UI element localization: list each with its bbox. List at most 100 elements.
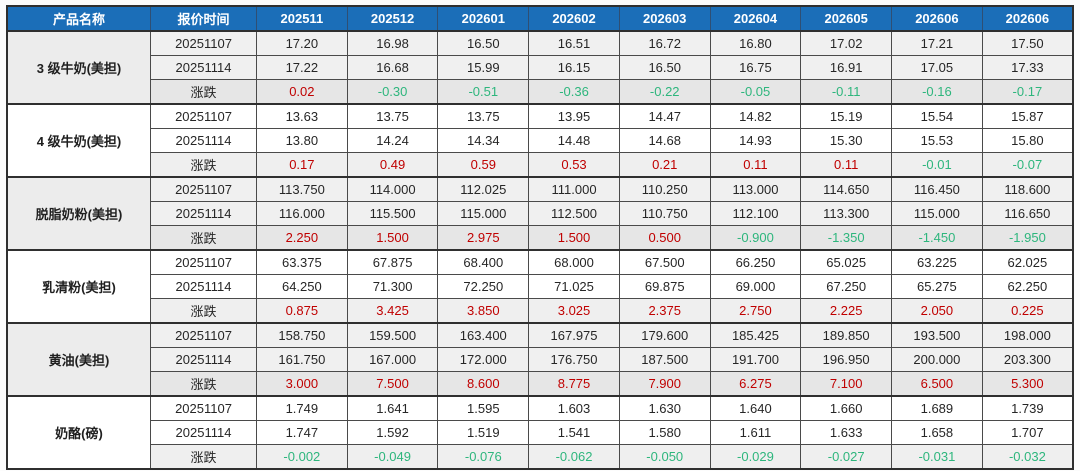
change-value-cell: -0.050 xyxy=(618,444,711,470)
change-value-cell: -1.450 xyxy=(891,225,983,251)
change-value-cell: -0.51 xyxy=(437,79,530,105)
price-value-cell: 16.50 xyxy=(618,55,711,80)
change-value-cell: -0.029 xyxy=(709,444,802,470)
table-row: 涨跌 -0.002 -0.049 -0.076 -0.062 -0.050 -0.029 -0… xyxy=(7,444,1074,470)
price-value-cell: 1.630 xyxy=(618,395,711,421)
header-contract-6: 202605 xyxy=(800,5,893,32)
price-value-cell: 189.850 xyxy=(800,322,893,348)
quote-date-label: 20251114 xyxy=(150,201,257,226)
quote-date-label: 20251107 xyxy=(150,322,257,348)
price-value-cell: 15.30 xyxy=(800,128,893,153)
change-value-cell: -0.027 xyxy=(800,444,893,470)
quote-date-label: 20251107 xyxy=(150,30,257,56)
price-value-cell: 16.80 xyxy=(709,30,802,56)
table-row: 奶酪(磅) 20251107 1.749 1.641 1.595 1.603 1.630 1.… xyxy=(6,395,1074,470)
change-value-cell: 0.875 xyxy=(256,298,348,324)
change-value-cell: 2.975 xyxy=(437,225,530,251)
price-value-cell: 14.34 xyxy=(437,128,530,153)
change-value-cell: -0.36 xyxy=(528,79,620,105)
change-value-cell: -0.032 xyxy=(981,444,1074,470)
table-row: 乳清粉(美担) 20251107 63.375 67.875 68.400 68.000 6… xyxy=(6,249,1074,324)
price-value-cell: 163.400 xyxy=(437,322,530,348)
price-value-cell: 115.000 xyxy=(891,201,983,226)
header-contract-4: 202603 xyxy=(618,5,711,32)
price-value-cell: 16.72 xyxy=(618,30,711,56)
change-value-cell: 3.000 xyxy=(256,371,348,397)
price-value-cell: 63.375 xyxy=(256,249,348,275)
change-value-cell: 8.775 xyxy=(528,371,620,397)
price-value-cell: 176.750 xyxy=(528,347,620,372)
change-value-cell: -0.05 xyxy=(709,79,802,105)
price-value-cell: 13.95 xyxy=(528,103,620,129)
price-value-cell: 65.025 xyxy=(800,249,893,275)
price-value-cell: 17.33 xyxy=(981,55,1074,80)
price-value-cell: 64.250 xyxy=(256,274,348,299)
change-value-cell: 2.050 xyxy=(891,298,983,324)
change-value-cell: 0.59 xyxy=(437,152,530,178)
price-value-cell: 1.633 xyxy=(800,420,893,445)
change-value-cell: -0.076 xyxy=(437,444,530,470)
price-value-cell: 161.750 xyxy=(256,347,348,372)
table-row: 3 级牛奶(美担) 20251107 17.20 16.98 16.50 16.51 16.… xyxy=(6,30,1074,105)
price-value-cell: 172.000 xyxy=(437,347,530,372)
header-contract-2: 202601 xyxy=(437,5,530,32)
price-value-cell: 114.650 xyxy=(800,176,893,202)
price-value-cell: 113.000 xyxy=(709,176,802,202)
change-value-cell: 2.250 xyxy=(256,225,348,251)
header-contract-1: 202512 xyxy=(346,5,439,32)
table-row: 20251114 161.750 167.000 172.000 176.750 187.… xyxy=(7,347,1074,372)
header-contract-5: 202604 xyxy=(709,5,802,32)
change-value-cell: -0.900 xyxy=(709,225,802,251)
price-value-cell: 15.54 xyxy=(891,103,983,129)
price-value-cell: 15.99 xyxy=(437,55,530,80)
quote-date-label: 20251114 xyxy=(150,55,257,80)
price-value-cell: 1.640 xyxy=(709,395,802,421)
change-row-label: 涨跌 xyxy=(150,79,257,105)
table-header: 产品名称 报价时间 202511 202512 202601 202602 202603… xyxy=(6,5,1074,32)
table-row: 涨跌 3.000 7.500 8.600 8.775 7.900 6.275 7.100 6.5… xyxy=(7,371,1074,397)
price-value-cell: 13.75 xyxy=(346,103,439,129)
price-value-cell: 198.000 xyxy=(981,322,1074,348)
change-row-label: 涨跌 xyxy=(150,225,257,251)
price-value-cell: 159.500 xyxy=(346,322,439,348)
table-row: 脱脂奶粉(美担) 20251107 113.750 114.000 112.025 111… xyxy=(6,176,1074,251)
quote-date-label: 20251107 xyxy=(150,103,257,129)
price-value-cell: 1.689 xyxy=(891,395,983,421)
quote-date-label: 20251114 xyxy=(150,274,257,299)
price-value-cell: 14.68 xyxy=(618,128,711,153)
table-row: 涨跌 2.250 1.500 2.975 1.500 0.500 -0.900 -1.350-… xyxy=(7,225,1074,251)
change-value-cell: 7.500 xyxy=(346,371,439,397)
header-product-name: 产品名称 xyxy=(6,5,151,32)
price-value-cell: 15.19 xyxy=(800,103,893,129)
price-value-cell: 67.500 xyxy=(618,249,711,275)
change-value-cell: 3.850 xyxy=(437,298,530,324)
price-value-cell: 16.75 xyxy=(709,55,802,80)
change-value-cell: -0.16 xyxy=(891,79,983,105)
price-value-cell: 13.63 xyxy=(256,103,348,129)
price-value-cell: 16.98 xyxy=(346,30,439,56)
header-contract-8: 202606 xyxy=(981,5,1074,32)
quote-date-label: 20251114 xyxy=(150,347,257,372)
product-name: 黄油(美担) xyxy=(6,322,151,397)
header-contract-0: 202511 xyxy=(256,5,348,32)
table-row: 20251114 116.000 115.500 115.000 112.500 110.… xyxy=(7,201,1074,226)
price-value-cell: 116.650 xyxy=(981,201,1074,226)
product-name: 脱脂奶粉(美担) xyxy=(6,176,151,251)
price-value-cell: 15.87 xyxy=(981,103,1074,129)
table-row: 20251114 64.250 71.300 72.250 71.025 69.875 69… xyxy=(7,274,1074,299)
change-value-cell: 0.53 xyxy=(528,152,620,178)
price-value-cell: 1.595 xyxy=(437,395,530,421)
price-value-cell: 112.500 xyxy=(528,201,620,226)
change-value-cell: 6.500 xyxy=(891,371,983,397)
change-value-cell: 7.100 xyxy=(800,371,893,397)
price-value-cell: 1.541 xyxy=(528,420,620,445)
price-value-cell: 1.611 xyxy=(709,420,802,445)
quote-date-label: 20251114 xyxy=(150,128,257,153)
change-value-cell: 0.500 xyxy=(618,225,711,251)
change-value-cell: 2.750 xyxy=(709,298,802,324)
price-value-cell: 17.21 xyxy=(891,30,983,56)
price-value-cell: 191.700 xyxy=(709,347,802,372)
table-row: 20251114 17.22 16.68 15.99 16.15 16.50 16.75 16… xyxy=(7,55,1074,80)
price-value-cell: 63.225 xyxy=(891,249,983,275)
price-value-cell: 115.000 xyxy=(437,201,530,226)
